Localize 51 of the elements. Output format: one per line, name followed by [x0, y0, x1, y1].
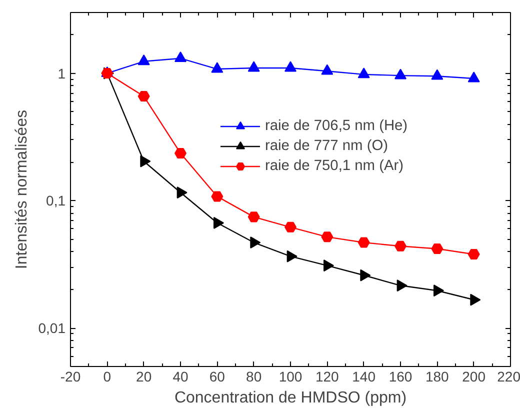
point	[394, 68, 406, 80]
x-tick-label: 140	[352, 368, 376, 384]
point	[433, 284, 444, 297]
point	[470, 294, 481, 306]
x-tick-label: 120	[315, 368, 340, 384]
y-tick-label: 0,1	[46, 192, 66, 209]
x-axis-title: Concentration de HMDSO (ppm)	[174, 390, 407, 406]
legend-label: raie de 777 nm (O)	[265, 138, 388, 154]
point	[358, 68, 370, 78]
x-tick-label: 80	[246, 368, 262, 384]
y-tick-label: 0,01	[38, 320, 66, 336]
x-tick-label: 220	[497, 368, 520, 384]
point	[323, 260, 334, 272]
point	[468, 72, 480, 82]
point	[431, 69, 444, 80]
point	[138, 91, 150, 102]
point	[284, 222, 296, 232]
point	[321, 64, 334, 75]
x-tick-label: 180	[425, 368, 450, 384]
point	[321, 232, 334, 242]
point	[468, 249, 480, 260]
x-tick-label: 160	[388, 368, 412, 384]
point	[250, 236, 261, 248]
point	[174, 148, 186, 158]
point	[248, 61, 260, 72]
point	[284, 61, 296, 72]
point	[431, 243, 444, 254]
point	[394, 240, 406, 252]
x-tick-label: 0	[103, 368, 112, 384]
legend-label: raie de 706,5 nm (He)	[265, 118, 408, 134]
x-tick-label: -20	[60, 368, 81, 384]
x-tick-label: 20	[136, 368, 152, 384]
point	[213, 216, 224, 229]
point	[358, 237, 370, 248]
point	[360, 269, 371, 282]
point	[138, 54, 150, 66]
x-tick-label: 100	[278, 368, 302, 384]
x-tick-label: 40	[172, 368, 188, 384]
legend-label: raie de 750,1 nm (Ar)	[265, 158, 404, 174]
point	[211, 191, 224, 202]
point	[140, 155, 151, 168]
point	[396, 280, 408, 292]
x-tick-label: 60	[209, 368, 226, 384]
point	[211, 62, 224, 73]
y-axis-title: Intensités normalisées	[13, 110, 30, 270]
point	[248, 212, 260, 222]
y-tick-label: 1	[58, 65, 66, 82]
point	[286, 250, 298, 262]
x-tick-label: 200	[462, 368, 486, 384]
point	[174, 52, 186, 62]
point	[176, 186, 188, 199]
